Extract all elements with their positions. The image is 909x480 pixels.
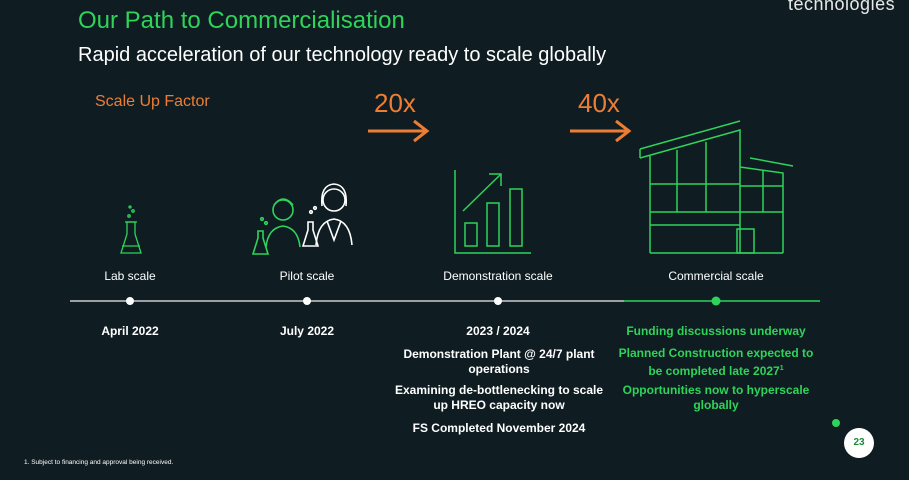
scale-factor-20x: 20x (374, 88, 416, 118)
decor-dot (832, 419, 840, 427)
demo-detail: FS Completed November 2024 (412, 421, 586, 435)
stage-label-lab: Lab scale (104, 269, 156, 283)
stage-label-demonstration: Demonstration scale (443, 269, 553, 283)
stage-label-pilot: Pilot scale (279, 269, 335, 283)
brand-logo-text: technologies (788, 0, 896, 14)
arrow-right-icon (570, 119, 632, 143)
demo-detail: Examining de-bottlenecking to scale up H… (394, 383, 604, 412)
stage-date-lab: April 2022 (101, 324, 159, 338)
footnote-marker: 1 (779, 365, 784, 372)
stage-date-pilot: July 2022 (279, 324, 335, 338)
scale-up-label: Scale Up Factor (95, 93, 210, 110)
factory-icon (639, 120, 794, 254)
page-number-badge: 23 (844, 428, 874, 458)
page-subtitle: Rapid acceleration of our technology rea… (78, 44, 607, 66)
demo-detail: Demonstration Plant @ 24/7 plant operati… (403, 347, 595, 376)
scale-factor-40x: 40x (578, 88, 620, 118)
commercial-detail-text: Planned Construction expected to be comp… (618, 346, 814, 378)
timeline-marker (126, 297, 134, 305)
timeline-marker (711, 296, 721, 306)
scientists-icon (251, 183, 353, 255)
commercial-detail: Opportunities now to hyperscale globally (622, 383, 810, 412)
commercial-detail: Funding discussions underway (626, 324, 806, 338)
arrow-right-icon (368, 119, 430, 143)
page-title: Our Path to Commercialisation (78, 7, 405, 34)
commercial-detail: Planned Construction expected to be comp… (618, 346, 814, 379)
stage-date-demonstration: 2023 / 2024 (466, 324, 530, 338)
timeline-marker (303, 297, 311, 305)
timeline-marker (494, 297, 502, 305)
flask-icon (120, 205, 142, 254)
footnote: 1. Subject to financing and approval bei… (24, 459, 174, 466)
stage-label-commercial: Commercial scale (668, 269, 764, 283)
growth-chart-icon (454, 170, 531, 254)
